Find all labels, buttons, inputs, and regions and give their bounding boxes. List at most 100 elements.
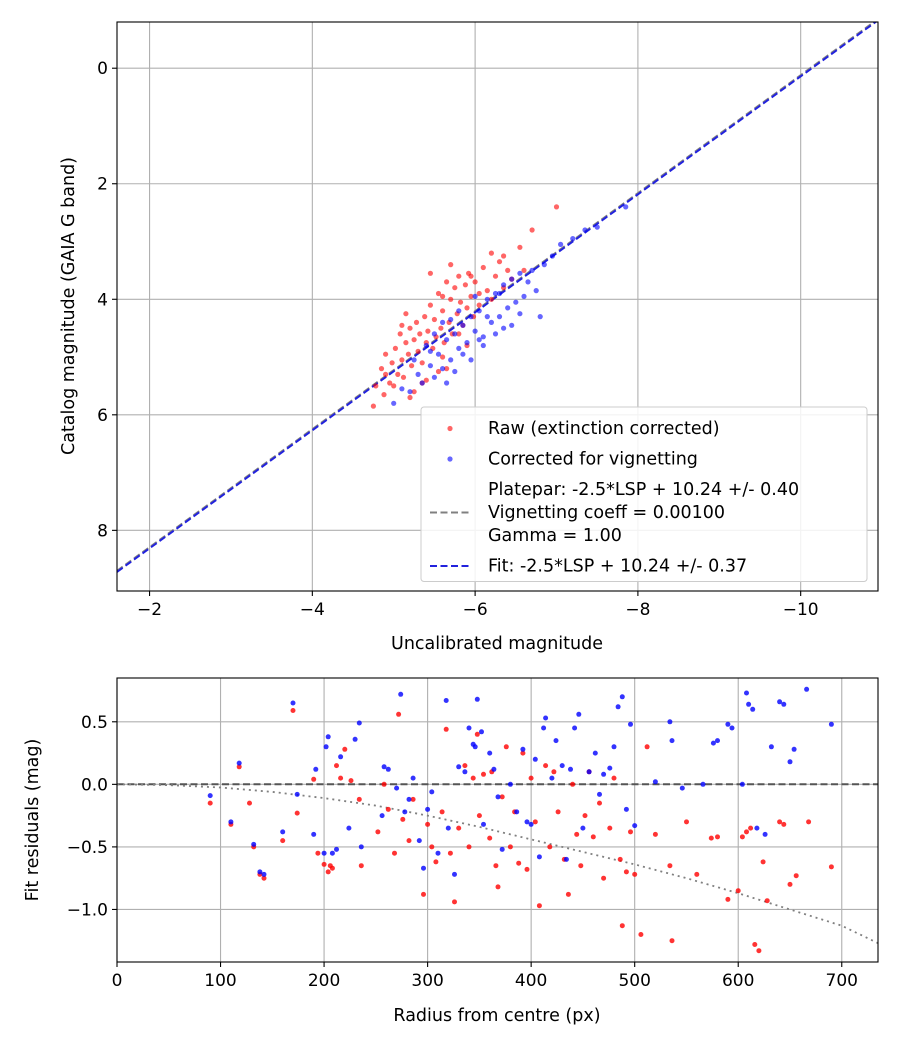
top-y-axis-label: Catalog magnitude (GAIA G band) xyxy=(59,157,79,455)
top-axis-ticks: −2 −4 −6 −8 −10 0 2 4 6 8 xyxy=(97,59,818,620)
top-data-point xyxy=(457,299,464,305)
top-data-point xyxy=(405,351,411,357)
top-data-point xyxy=(378,366,385,372)
top-data-point xyxy=(582,227,588,233)
top-data-point xyxy=(444,366,450,372)
bottom-data-point xyxy=(429,844,435,850)
top-y-tick-label: 8 xyxy=(97,521,108,541)
top-data-point xyxy=(468,273,474,279)
bottom-data-point xyxy=(402,809,408,815)
bottom-data-point xyxy=(381,764,387,770)
bottom-data-point xyxy=(520,750,526,756)
bottom-data-point xyxy=(725,721,731,727)
bottom-y-axis-label: Fit residuals (mag) xyxy=(23,739,43,902)
top-data-point xyxy=(415,371,421,377)
bottom-data-point xyxy=(491,766,497,772)
top-x-tick-label: −2 xyxy=(137,600,162,620)
bottom-data-point xyxy=(694,871,700,877)
top-data-point xyxy=(472,279,478,285)
bottom-data-point xyxy=(356,796,362,802)
top-data-point xyxy=(387,380,393,386)
top-data-point xyxy=(440,354,446,360)
bottom-data-point xyxy=(470,775,476,781)
top-data-point xyxy=(509,276,515,282)
bottom-y-tick-label: −1.0 xyxy=(67,900,108,920)
bottom-data-point xyxy=(524,866,530,872)
bottom-plot-frame xyxy=(116,677,879,963)
bottom-data-point xyxy=(611,775,617,781)
bottom-data-point xyxy=(777,819,783,825)
top-data-point xyxy=(417,331,423,337)
bottom-data-point xyxy=(601,771,607,777)
bottom-data-point xyxy=(787,881,793,887)
bottom-data-point xyxy=(632,871,638,877)
bottom-data-point xyxy=(294,810,300,816)
top-data-point xyxy=(409,363,415,369)
bottom-data-point xyxy=(394,785,400,791)
bottom-data-point xyxy=(590,834,596,840)
bottom-data-point xyxy=(329,865,335,871)
bottom-data-point xyxy=(828,721,834,727)
bottom-data-point xyxy=(236,764,242,770)
bottom-data-point xyxy=(729,725,735,731)
top-data-point xyxy=(509,322,515,328)
bottom-data-point xyxy=(311,831,317,837)
bottom-data-point xyxy=(315,850,321,856)
bottom-axis-ticks: 0 100 200 300 400 500 600 700 0.5 0.0 −0.5 −1.0 xyxy=(67,713,858,991)
bottom-data-point xyxy=(607,765,613,771)
bottom-x-tick-label: 600 xyxy=(722,971,754,991)
top-data-point xyxy=(480,334,486,340)
top-legend: Raw (extinction corrected) Corrected for … xyxy=(420,406,868,582)
bottom-data-point xyxy=(652,779,658,785)
top-data-point xyxy=(476,290,482,297)
bottom-data-point xyxy=(207,800,213,806)
bottom-data-point xyxy=(400,816,406,822)
top-data-point xyxy=(456,345,462,351)
bottom-data-point xyxy=(536,903,542,909)
bottom-data-point xyxy=(586,769,592,775)
top-data-point xyxy=(397,331,403,337)
bottom-x-tick-label: 200 xyxy=(308,971,340,991)
bottom-data-point xyxy=(425,821,431,827)
top-data-point xyxy=(496,314,503,320)
bottom-data-point xyxy=(313,766,319,772)
bottom-data-point xyxy=(495,884,501,890)
bottom-data-point xyxy=(787,759,793,765)
bottom-data-point xyxy=(754,825,760,831)
top-data-point xyxy=(476,302,482,308)
bottom-data-point xyxy=(828,864,834,870)
bottom-y-tick-label: −0.5 xyxy=(67,838,108,858)
bottom-data-point xyxy=(628,829,633,835)
bottom-data-point xyxy=(474,696,480,702)
top-data-point xyxy=(448,357,454,363)
bottom-data-point xyxy=(356,720,362,726)
bottom-data-point xyxy=(429,789,435,795)
top-data-point xyxy=(537,314,543,320)
bottom-data-point xyxy=(447,850,453,856)
bottom-data-point xyxy=(684,819,689,825)
bottom-data-point xyxy=(781,701,787,707)
bottom-data-point xyxy=(623,806,629,812)
bottom-data-point xyxy=(746,701,752,707)
bottom-data-point xyxy=(543,763,549,769)
bottom-data-point xyxy=(257,869,263,875)
bottom-x-tick-label: 400 xyxy=(515,971,547,991)
bottom-data-point xyxy=(514,809,520,815)
top-data-point xyxy=(440,308,446,314)
top-data-point xyxy=(391,383,397,389)
bottom-data-point xyxy=(416,838,422,844)
top-chart: −2 −4 −6 −8 −10 0 2 4 6 8 Raw (extinction correct… xyxy=(59,21,879,654)
top-y-tick-label: 4 xyxy=(97,290,108,310)
bottom-data-point xyxy=(715,738,720,744)
bottom-data-point xyxy=(748,825,754,831)
top-data-point xyxy=(480,342,486,349)
bottom-data-point xyxy=(628,721,633,727)
bottom-data-point xyxy=(553,738,559,744)
bottom-data-point xyxy=(507,844,513,850)
bottom-data-point xyxy=(679,785,685,791)
bottom-data-point xyxy=(541,725,547,731)
top-data-point xyxy=(476,337,482,343)
top-data-point xyxy=(431,331,437,337)
bottom-data-point xyxy=(725,896,731,902)
legend-label: Gamma = 1.00 xyxy=(488,526,622,546)
